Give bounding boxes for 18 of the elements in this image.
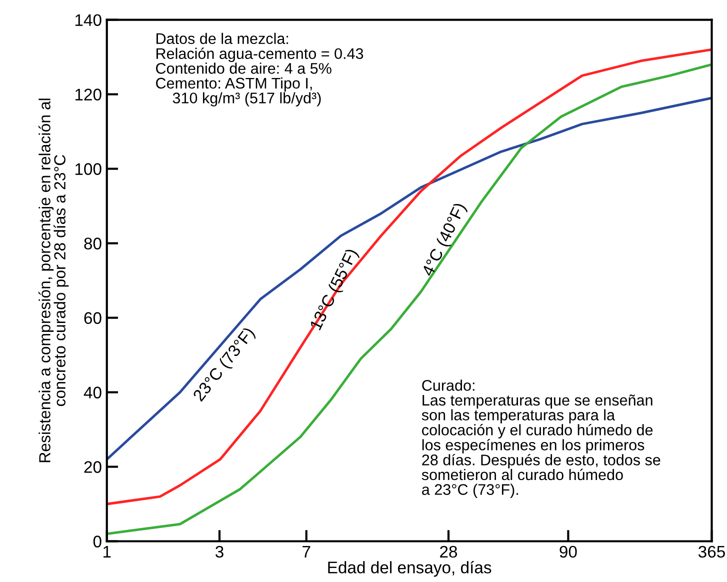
y-tick-label: 60 [84, 312, 102, 324]
annotation: Datos de la mezcla: Relación agua-cemento = 0.43 Contenido de aire: 4 a 5% Cemento: ASTM Tipo I, 310 kg/m³ (517 lb/yd³) [156, 32, 364, 106]
annotation: Curado: Las temperaturas que se enseñan son las temperaturas para la colocación y el curado húmedo de los especímenes en los primeros 28 días. Después de esto, todos se sometieron al curado húmedo a 23°C (73°F). [422, 380, 660, 498]
y-tick-label: 20 [84, 461, 102, 473]
x-tick-label: 365 [698, 546, 725, 558]
y-tick-label: 80 [84, 238, 102, 250]
x-tick-label: 3 [216, 546, 224, 558]
y-tick-label: 140 [75, 14, 102, 26]
x-tick-label: 1 [104, 546, 111, 558]
y-tick-label: 40 [84, 386, 102, 398]
y-tick-label: 120 [75, 88, 102, 100]
y-tick-label: 0 [93, 536, 102, 548]
x-tick-label: 28 [440, 546, 458, 558]
y-tick-label: 100 [75, 163, 102, 175]
x-axis-title: Edad del ensayo, días [328, 560, 492, 577]
x-tick-label: 7 [302, 546, 310, 558]
x-tick-label: 90 [560, 546, 577, 558]
y-axis-title: Resistencia a compresión, porcentaje en relación al concreto curado por 28 días a 23°C [38, 98, 69, 462]
